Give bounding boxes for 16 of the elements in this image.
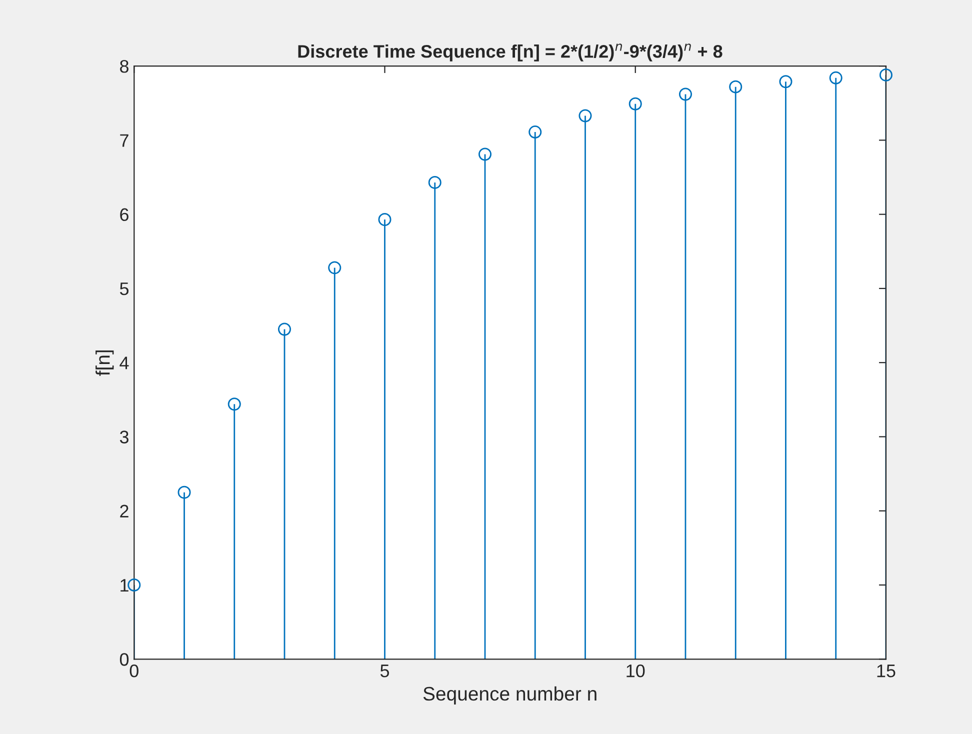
y-axis-title: f[n] [96,350,114,376]
y-tick-label: 1 [120,579,128,592]
chart-title: Discrete Time Sequence f[n] = 2*(1/2)$^{n}$-9*(3/4)$^{n}$ + 8 [298,44,722,62]
y-tick-label: 4 [120,356,129,370]
x-tick-label: 5 [380,664,390,678]
y-tick-label: 6 [120,208,128,222]
x-tick-label: 15 [877,664,896,678]
x-axis-title: Sequence number n [423,686,596,705]
x-tick-label: 10 [626,664,645,678]
y-tick-label: 3 [120,430,128,444]
y-tick-label: 8 [120,60,128,73]
y-tick-label: 5 [120,282,129,296]
y-tick-label: 0 [120,653,129,666]
y-tick-label: 7 [120,134,128,147]
x-tick-label: 0 [130,664,138,678]
y-tick-label: 2 [120,504,128,518]
